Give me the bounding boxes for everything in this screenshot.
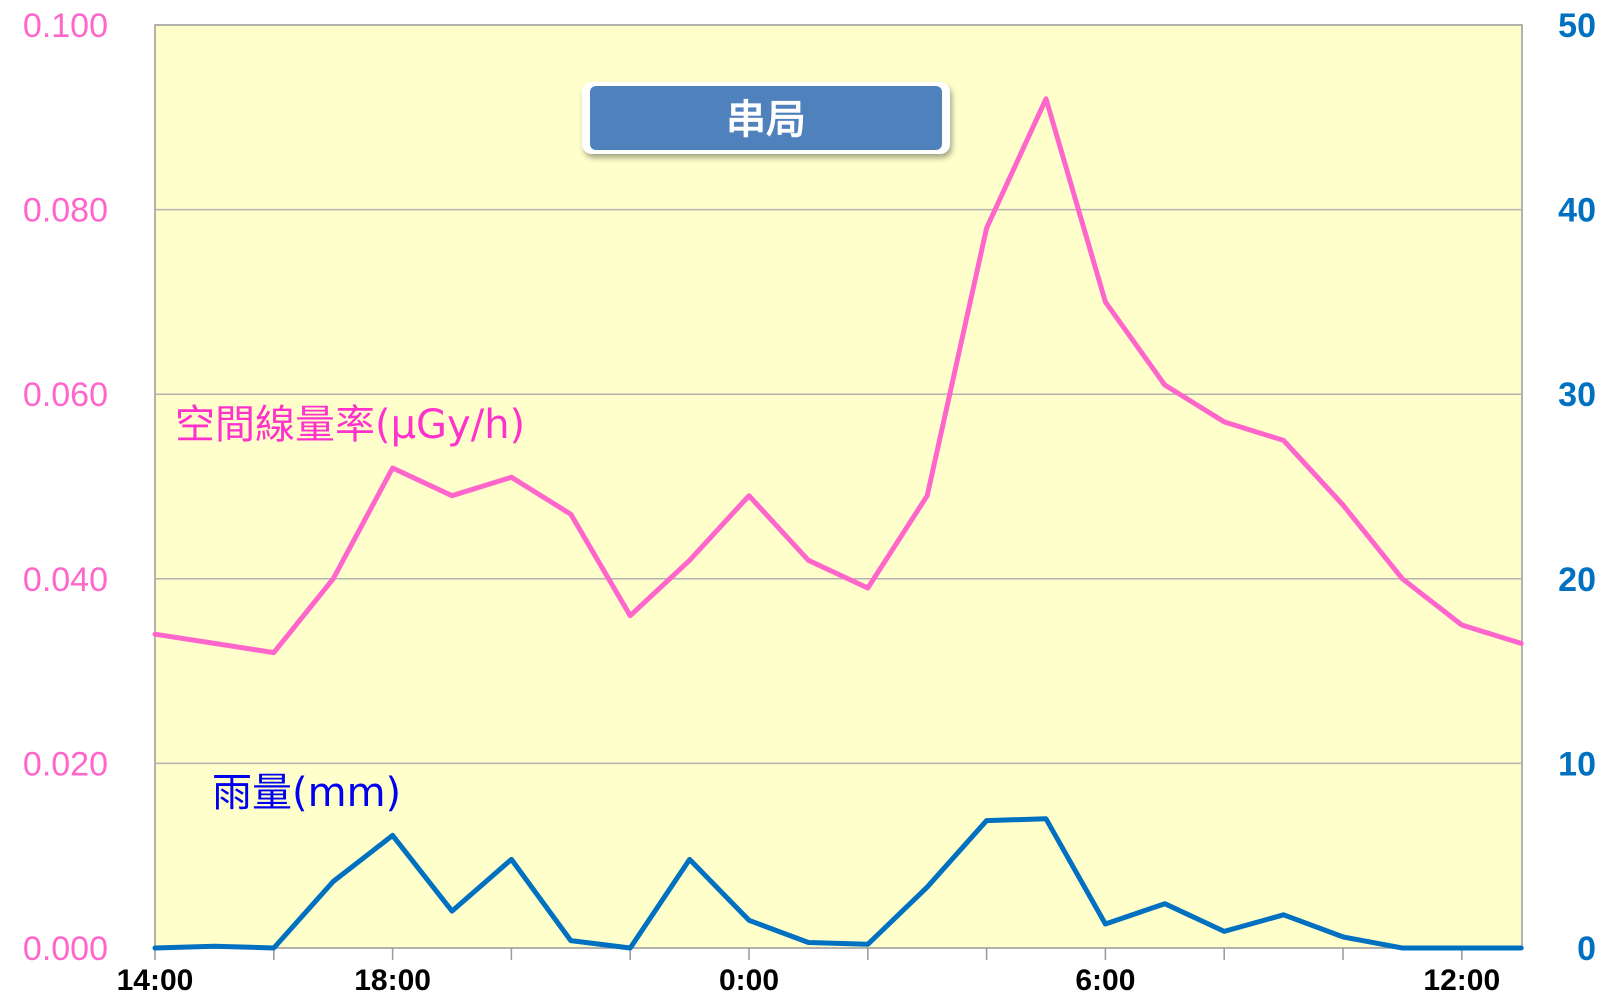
- right-tick-label: 30: [1558, 376, 1596, 414]
- x-tick-label: 12:00: [1423, 964, 1500, 997]
- right-tick-label: 0: [1577, 930, 1596, 968]
- series-layer: [152, 96, 1524, 951]
- left-tick-label: 0.060: [23, 376, 108, 414]
- left-tick-label: 0.080: [23, 192, 108, 230]
- x-tick-label: 6:00: [1075, 964, 1135, 997]
- x-tick-label: 18:00: [354, 964, 431, 997]
- left-tick-label: 0.100: [23, 7, 108, 45]
- series-label-rainfall: 雨量(mm): [212, 770, 401, 816]
- right-tick-label: 10: [1558, 745, 1596, 783]
- left-tick-label: 0.040: [23, 561, 108, 599]
- chart-title: 串局: [726, 97, 806, 143]
- right-tick-label: 20: [1558, 561, 1596, 599]
- left-tick-label: 0.000: [23, 930, 108, 968]
- x-tick-marks: [154, 948, 1463, 960]
- left-axis-ticks: 0.000 0.020 0.040 0.060 0.080 0.100: [23, 7, 108, 968]
- series-label-dose-rate: 空間線量率(μGy/h): [175, 402, 525, 448]
- x-tick-label: 0:00: [719, 964, 779, 997]
- series-line-rainfall: [152, 816, 1524, 951]
- gridlines: [155, 208, 1522, 765]
- left-tick-label: 0.020: [23, 745, 108, 783]
- series-line-dose-rate: [152, 96, 1524, 656]
- right-axis-ticks: 0 10 20 30 40 50: [1558, 7, 1596, 968]
- right-tick-label: 50: [1558, 7, 1596, 45]
- right-tick-label: 40: [1558, 192, 1596, 230]
- x-tick-label: 14:00: [117, 964, 194, 997]
- chart-title-box: 串局: [582, 82, 950, 154]
- x-axis-labels: 14:00 18:00 0:00 6:00 12:00: [117, 964, 1501, 997]
